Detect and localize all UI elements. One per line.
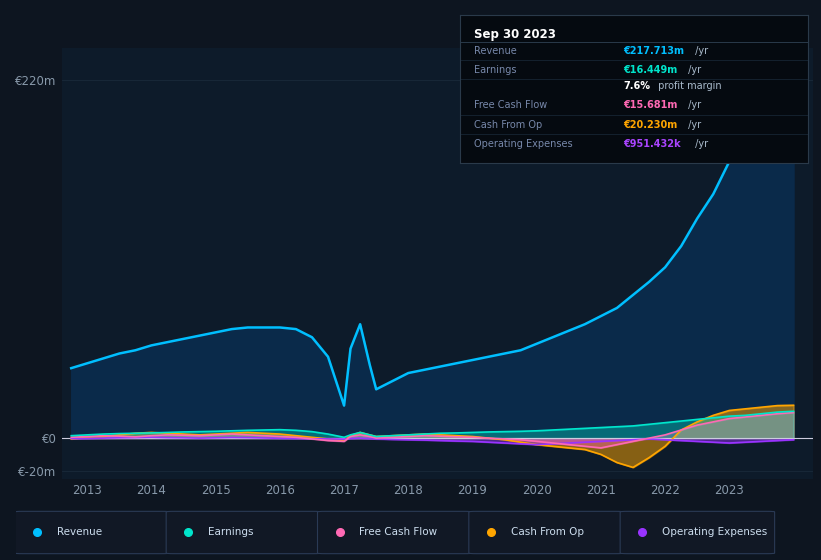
Text: Revenue: Revenue: [474, 45, 516, 55]
Text: Cash From Op: Cash From Op: [511, 527, 584, 537]
FancyBboxPatch shape: [620, 511, 775, 554]
Text: €15.681m: €15.681m: [624, 100, 678, 110]
FancyBboxPatch shape: [469, 511, 623, 554]
Text: Free Cash Flow: Free Cash Flow: [474, 100, 547, 110]
Text: Cash From Op: Cash From Op: [474, 119, 542, 129]
Text: /yr: /yr: [685, 65, 701, 75]
Text: €16.449m: €16.449m: [624, 65, 678, 75]
FancyBboxPatch shape: [15, 511, 169, 554]
FancyBboxPatch shape: [166, 511, 321, 554]
Text: €20.230m: €20.230m: [624, 119, 678, 129]
Text: Earnings: Earnings: [208, 527, 254, 537]
Text: Earnings: Earnings: [474, 65, 516, 75]
Text: /yr: /yr: [685, 100, 701, 110]
FancyBboxPatch shape: [318, 511, 472, 554]
Text: €951.432k: €951.432k: [624, 139, 681, 149]
Text: €217.713m: €217.713m: [624, 45, 685, 55]
Text: Operating Expenses: Operating Expenses: [474, 139, 572, 149]
Text: /yr: /yr: [692, 45, 709, 55]
Text: /yr: /yr: [692, 139, 709, 149]
Text: /yr: /yr: [685, 119, 701, 129]
Text: Revenue: Revenue: [57, 527, 102, 537]
Text: 7.6%: 7.6%: [624, 81, 650, 91]
Text: Operating Expenses: Operating Expenses: [662, 527, 767, 537]
Text: Sep 30 2023: Sep 30 2023: [474, 29, 556, 41]
Text: Free Cash Flow: Free Cash Flow: [360, 527, 438, 537]
Text: profit margin: profit margin: [655, 81, 722, 91]
